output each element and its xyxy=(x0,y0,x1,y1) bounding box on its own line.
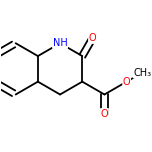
Text: O: O xyxy=(101,109,108,119)
Text: O: O xyxy=(89,33,96,43)
Text: NH: NH xyxy=(53,38,67,48)
Text: O: O xyxy=(123,77,130,87)
Text: CH₃: CH₃ xyxy=(133,68,151,78)
